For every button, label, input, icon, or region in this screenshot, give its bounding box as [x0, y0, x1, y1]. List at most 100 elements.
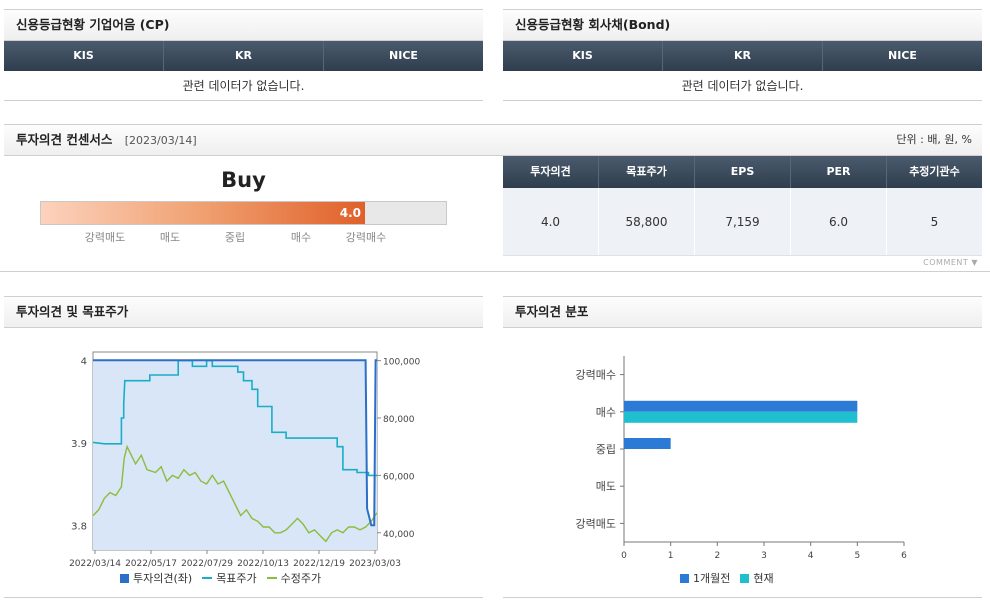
- bond-header-row: KIS KR NICE: [503, 41, 982, 71]
- legend-curr: 현재: [740, 570, 774, 586]
- x-tick-label: 5: [854, 551, 860, 561]
- bond-header-kis: KIS: [503, 41, 663, 71]
- dist-chart-title: 투자의견 분포: [503, 296, 982, 328]
- bond-title: 신용등급현황 회사채(Bond): [503, 9, 982, 41]
- opinion-chart-svg: 4 3.9 3.8 100,000 80,000 60,000 40,000 2022/03/…: [69, 351, 420, 569]
- legend-opinion: 투자의견(좌): [120, 570, 192, 586]
- x-tick-label: 2022/10/13: [237, 559, 289, 569]
- dist-chart-legend: 1개월전 현재: [680, 570, 774, 586]
- x-tick-label: 1: [668, 551, 674, 561]
- legend-opinion-label: 투자의견(좌): [133, 572, 193, 585]
- cp-empty-message: 관련 데이터가 없습니다.: [4, 71, 483, 101]
- target-series-line: [92, 359, 377, 477]
- y-left-tick-label: 4: [81, 356, 87, 367]
- x-tick-label: 3: [761, 551, 767, 561]
- consensus-date: [2023/03/14]: [124, 134, 197, 147]
- cp-header-row: KIS KR NICE: [4, 41, 483, 71]
- legend-target: 목표주가: [202, 570, 257, 586]
- x-tick-label: 2023/03/03: [349, 559, 401, 569]
- opinion-chart-legend: 투자의견(좌) 목표주가 수정주가: [120, 570, 321, 586]
- comment-bar: COMMENT ▼: [0, 256, 990, 272]
- consensus-rating-text: Buy: [221, 168, 266, 192]
- legend-prev-label: 1개월전: [693, 572, 731, 585]
- y-tick-label: 중립: [596, 443, 616, 456]
- legend-price-swatch: [266, 577, 277, 579]
- scale-buy: 매수: [290, 231, 312, 244]
- consensus-header-count: 추정기관수: [887, 156, 982, 188]
- consensus-header-target: 목표주가: [599, 156, 695, 188]
- x-tick-label: 2: [714, 551, 720, 561]
- y-left-tick-label: 3.9: [71, 439, 87, 450]
- consensus-value-count: 5: [930, 215, 939, 229]
- x-tick-label: 2022/05/17: [125, 559, 177, 569]
- bond-empty-message: 관련 데이터가 없습니다.: [503, 71, 982, 101]
- x-tick-label: 2022/03/14: [69, 559, 121, 569]
- x-tick-label: 4: [808, 551, 814, 561]
- consensus-unit: 단위 : 배, 원, %: [896, 133, 972, 146]
- y-right-tick-label: 60,000: [383, 472, 415, 482]
- legend-curr-label: 현재: [753, 572, 774, 585]
- left-bottom-divider: [4, 597, 483, 598]
- consensus-table: 투자의견 목표주가 EPS PER 추정기관수 4.0 58,800 7,159…: [503, 156, 982, 256]
- legend-target-swatch: [202, 577, 213, 579]
- y-tick-label: 강력매수: [576, 369, 616, 382]
- consensus-gauge-value: 4.0: [339, 206, 361, 220]
- bond-panel: 신용등급현황 회사채(Bond) KIS KR NICE 관련 데이터가 없습니…: [503, 9, 982, 104]
- consensus-value-per: 6.0: [791, 188, 887, 255]
- y-left-tick-label: 3.8: [71, 521, 87, 532]
- opinion-chart-title: 투자의견 및 목표주가: [4, 296, 483, 328]
- y-right-tick-label: 40,000: [383, 530, 415, 540]
- cp-title: 신용등급현황 기업어음 (CP): [4, 9, 483, 41]
- consensus-header-opinion: 투자의견: [503, 156, 599, 188]
- legend-curr-swatch: [740, 573, 750, 583]
- legend-target-label: 목표주가: [216, 572, 257, 585]
- consensus-value-eps: 7,159: [695, 188, 791, 255]
- cp-header-kis: KIS: [4, 41, 164, 71]
- consensus-gauge-fill: 4.0: [41, 202, 365, 224]
- y-right-tick-label: 100,000: [383, 358, 420, 368]
- bar-prev: [624, 400, 858, 412]
- cp-panel: 신용등급현황 기업어음 (CP) KIS KR NICE 관련 데이터가 없습니…: [4, 9, 483, 104]
- cp-header-nice: NICE: [324, 41, 483, 71]
- chevron-down-icon: ▼: [971, 258, 978, 267]
- scale-sell: 매도: [159, 231, 181, 244]
- x-tick-label: 2022/07/29: [181, 559, 233, 569]
- x-tick-label: 0: [621, 551, 627, 561]
- cp-header-kr: KR: [164, 41, 324, 71]
- consensus-value-target: 58,800: [599, 188, 695, 255]
- table-row: 4.0 58,800 7,159 6.0 5: [503, 188, 982, 256]
- y-right-tick-label: 80,000: [383, 415, 415, 425]
- bar-curr: [624, 411, 858, 423]
- bar-prev: [624, 438, 671, 449]
- legend-prev-swatch: [680, 573, 689, 583]
- legend-prev: 1개월전: [680, 570, 730, 586]
- opinion-chart: 4 3.9 3.8 100,000 80,000 60,000 40,000 2022/03/…: [4, 330, 483, 595]
- consensus-value-opinion: 4.0: [503, 188, 599, 255]
- legend-price-label: 수정주가: [280, 572, 322, 585]
- consensus-title-bar: 투자의견 컨센서스 [2023/03/14] 단위 : 배, 원, %: [4, 124, 982, 156]
- x-tick-label: 2022/12/19: [293, 559, 345, 569]
- comment-toggle[interactable]: COMMENT ▼: [923, 258, 978, 267]
- bond-header-nice: NICE: [823, 41, 982, 71]
- consensus-table-header: 투자의견 목표주가 EPS PER 추정기관수: [503, 156, 982, 188]
- scale-neutral: 중립: [224, 231, 246, 244]
- x-tick-label: 6: [901, 551, 907, 561]
- consensus-gauge: 4.0: [40, 201, 447, 225]
- scale-strong-sell: 강력매도: [84, 231, 126, 244]
- legend-opinion-swatch: [120, 573, 129, 583]
- comment-label: COMMENT: [923, 258, 969, 267]
- price-series-line: [92, 444, 378, 543]
- consensus-header-per: PER: [791, 156, 887, 188]
- consensus-title: 투자의견 컨센서스: [16, 132, 113, 147]
- y-tick-label: 매도: [596, 480, 616, 493]
- legend-price: 수정주가: [266, 570, 322, 586]
- y-tick-label: 매수: [596, 406, 616, 419]
- opinion-series-line: [93, 359, 377, 527]
- right-bottom-divider: [503, 597, 982, 598]
- bond-header-kr: KR: [663, 41, 823, 71]
- y-tick-label: 강력매도: [576, 517, 616, 530]
- consensus-header-eps: EPS: [695, 156, 791, 188]
- opinion-area: [93, 360, 377, 550]
